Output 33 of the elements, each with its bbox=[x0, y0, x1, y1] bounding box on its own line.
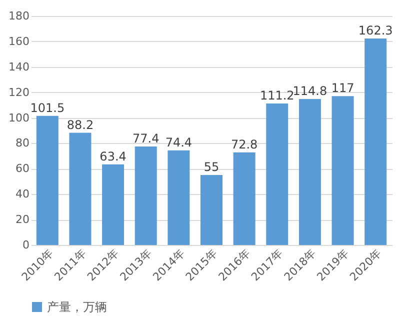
bar bbox=[364, 38, 387, 245]
bar bbox=[332, 96, 354, 245]
y-tick-label: 20 bbox=[16, 213, 30, 226]
data-label: 77.4 bbox=[132, 132, 160, 146]
data-label: 101.5 bbox=[30, 100, 65, 115]
bar bbox=[36, 116, 58, 245]
bar bbox=[69, 132, 92, 245]
y-tick-label: 0 bbox=[22, 238, 30, 252]
y-tick-label: 160 bbox=[8, 34, 30, 48]
y-tick-label: 100 bbox=[8, 111, 30, 124]
y-tick-label: 40 bbox=[16, 188, 30, 201]
bar bbox=[134, 146, 157, 245]
bar bbox=[233, 152, 256, 245]
bar bbox=[200, 175, 222, 245]
data-label: 117 bbox=[331, 81, 354, 96]
data-label: 55 bbox=[204, 160, 220, 174]
y-tick-label: 180 bbox=[8, 10, 30, 22]
legend-label: 产量，万辆 bbox=[47, 300, 107, 314]
y-tick-label: 80 bbox=[16, 136, 30, 150]
data-label: 72.8 bbox=[230, 137, 258, 152]
y-tick-label: 120 bbox=[8, 86, 30, 99]
data-label: 111.2 bbox=[260, 88, 294, 103]
data-label: 114.8 bbox=[292, 84, 328, 98]
bar bbox=[266, 104, 288, 245]
data-label: 74.4 bbox=[165, 135, 192, 150]
y-tick-label: 60 bbox=[16, 162, 30, 176]
data-label: 63.4 bbox=[100, 149, 126, 164]
bar bbox=[168, 150, 190, 245]
bar bbox=[102, 164, 124, 245]
data-label: 162.3 bbox=[358, 24, 393, 38]
y-tick-label: 140 bbox=[8, 60, 30, 74]
data-label: 88.2 bbox=[66, 118, 94, 132]
bar bbox=[298, 98, 321, 245]
